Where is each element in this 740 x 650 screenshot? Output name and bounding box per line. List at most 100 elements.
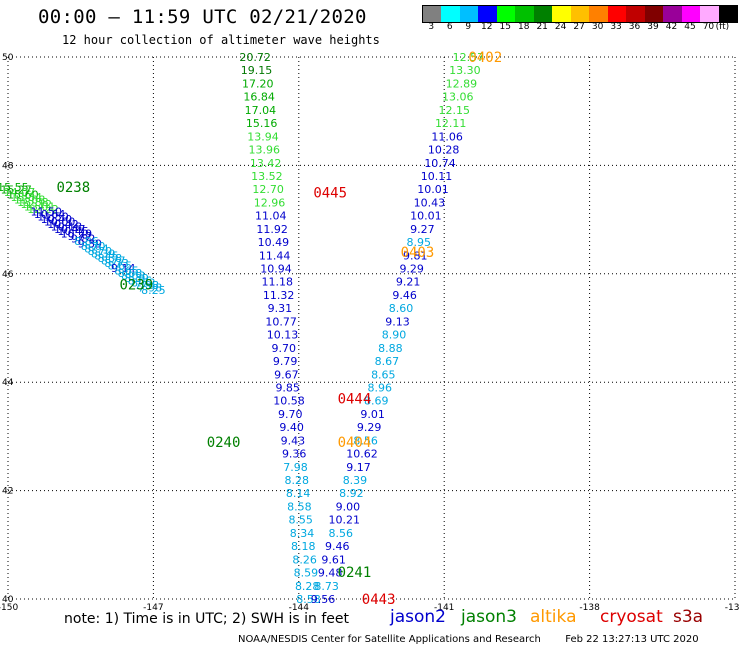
wave-height-value: 8.86 — [74, 235, 99, 248]
y-tick-label: 48 — [2, 161, 14, 171]
color-scale-cell — [700, 6, 719, 22]
y-tick-label: 46 — [2, 270, 14, 280]
x-tick-label: -147 — [143, 603, 163, 613]
color-scale-cell — [496, 6, 516, 22]
wave-height-value: 8.56 — [353, 434, 378, 447]
wave-height-value: 8.03 — [121, 269, 146, 282]
color-scale-label: 3 — [428, 22, 435, 32]
y-tick-label: 42 — [2, 487, 13, 497]
wave-height-value: 11.04 — [255, 210, 287, 223]
wave-height-value: 9.46 — [325, 540, 350, 553]
wave-height-value: 9.81 — [403, 249, 428, 262]
wave-height-value: 9.21 — [396, 276, 421, 289]
wave-height-value: 8.88 — [378, 342, 403, 355]
wave-height-value: 10.64 — [34, 208, 66, 221]
wave-height-value: 9.36 — [282, 448, 307, 461]
wave-height-value: 9.56 — [311, 593, 336, 606]
track-label: 0443 — [362, 592, 396, 608]
wave-height-value: 11.18 — [262, 276, 294, 289]
wave-height-value: 8.39 — [343, 474, 368, 487]
track-label: 0445 — [313, 186, 347, 202]
footer-note: note: 1) Time is in UTC; 2) SWH is in fe… — [64, 611, 350, 627]
wave-height-value: 8.58 — [287, 500, 312, 513]
wave-height-value: 10.01 — [410, 210, 442, 223]
wave-height-value: 10.11 — [421, 170, 453, 183]
wave-height-value: 7.98 — [134, 279, 159, 292]
wave-height-value: 9.14 — [111, 262, 136, 275]
wave-height-value: 9.61 — [321, 553, 346, 566]
wave-height-value: 9.40 — [279, 421, 304, 434]
wave-height-value: 9.70 — [272, 342, 297, 355]
wave-height-value: 13.30 — [449, 64, 481, 77]
x-tick-label: -150 — [0, 603, 18, 613]
wave-height-value: 8.67 — [375, 355, 400, 368]
color-scale-label: 18 — [517, 22, 530, 32]
wave-height-value: 12.15 — [438, 104, 470, 117]
wave-height-value: 10.01 — [417, 183, 449, 196]
track-label: 0241 — [338, 565, 372, 581]
wave-height-value: 11.06 — [431, 130, 463, 143]
wave-height-value: 10.77 — [265, 315, 297, 328]
color-scale-label: 6 — [446, 22, 453, 32]
color-scale-label: 70 — [702, 22, 715, 32]
wave-height-value: 7.98 — [283, 461, 308, 474]
track-label: 0403 — [401, 245, 435, 261]
grid — [7, 56, 736, 600]
color-scale-label: 15 — [499, 22, 511, 32]
wave-height-value: 10.62 — [346, 448, 378, 461]
satellite-name: jason3 — [461, 607, 517, 627]
wave-height-value: 15.60 — [7, 188, 39, 201]
wave-height-value: 8.55 — [288, 514, 313, 527]
wave-height-value: 12.11 — [435, 117, 467, 130]
wave-height-value: 9.39 — [78, 237, 103, 250]
wave-height-value: 8.90 — [382, 329, 407, 342]
wave-height-value: 10.29 — [61, 228, 93, 241]
wave-height-value: 12.70 — [252, 183, 284, 196]
x-tick-label: -141 — [434, 603, 454, 613]
wave-height-value: 19.15 — [241, 64, 273, 77]
color-scale-cell — [515, 6, 534, 22]
wave-height-value: 10.47 — [54, 223, 86, 236]
y-tick-label: 44 — [2, 378, 14, 388]
track-label: 0404 — [338, 435, 372, 451]
wave-height-value: 10.94 — [260, 263, 292, 276]
wave-height-value: 8.06 — [128, 274, 153, 287]
color-scale-cell — [626, 6, 645, 22]
color-scale-label: 42 — [665, 22, 678, 32]
x-tick-label: -144 — [289, 603, 310, 613]
wave-height-value: 9.01 — [360, 408, 385, 421]
wave-height-value: 9.31 — [268, 302, 293, 315]
wave-height-value: 11.32 — [263, 289, 295, 302]
color-scale-cell — [441, 6, 460, 22]
wave-height-value: 10.40 — [41, 213, 73, 226]
color-scale-label: 21 — [536, 22, 548, 32]
page-title: 00:00 – 11:59 UTC 02/21/2020 — [38, 6, 367, 28]
wave-height-value: 12.22 — [27, 203, 59, 216]
wave-height-value: 10.43 — [414, 196, 446, 209]
wave-height-value: 8.65 — [371, 368, 396, 381]
color-scale-label: 27 — [573, 22, 585, 32]
y-tick-label: 40 — [2, 595, 14, 605]
credit-text: NOAA/NESDIS Center for Satellite Applica… — [238, 634, 541, 645]
wave-height-value: 9.70 — [278, 408, 303, 421]
wave-height-value: 13.94 — [247, 130, 279, 143]
color-scale-cell — [607, 6, 627, 22]
wave-height-value: 9.43 — [281, 434, 306, 447]
wave-height-value: 8.70 — [81, 240, 106, 253]
wave-height-value: 10.74 — [424, 157, 456, 170]
wave-height-value: 8.34 — [290, 527, 315, 540]
wave-height-value: 8.68 — [118, 267, 143, 280]
wave-height-value: 9.46 — [392, 289, 417, 302]
axis-tick-labels: -150 -147 -144 -141 -138 -135 40 42 44 46 48 50 — [0, 53, 740, 613]
wave-height-value: 9.00 — [336, 500, 361, 513]
wave-height-value: 11.92 — [256, 223, 288, 236]
wave-height-value: 8.69 — [364, 395, 389, 408]
wave-height-value: 9.48 — [318, 567, 343, 580]
color-scale-cell — [663, 6, 682, 22]
wave-height-value: 14.07 — [4, 186, 36, 199]
color-scale-cell — [423, 6, 442, 22]
wave-height-value: 10.58 — [273, 395, 305, 408]
wave-height-value: 9.77 — [68, 230, 93, 243]
wave-height-value: 8.28 — [285, 474, 310, 487]
